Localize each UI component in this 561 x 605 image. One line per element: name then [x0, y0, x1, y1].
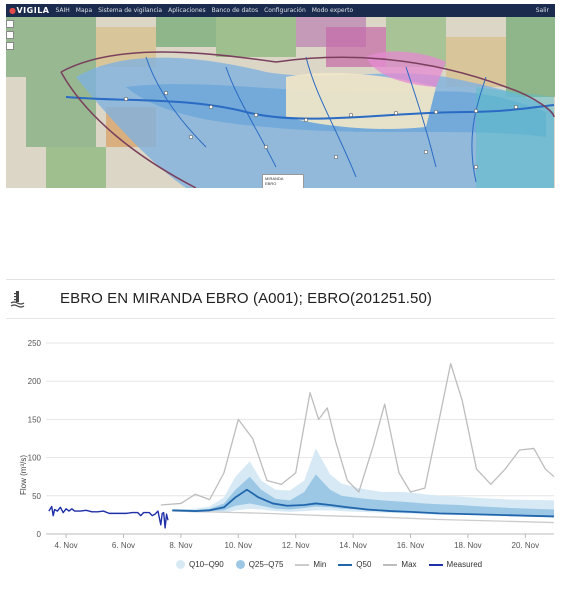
- legend-item-measured[interactable]: Measured: [428, 560, 482, 569]
- legend-item-q50[interactable]: Q50: [338, 560, 371, 569]
- legend-item-q10-q90[interactable]: Q10–Q90: [176, 560, 224, 569]
- gauge-station-icon: [10, 291, 25, 308]
- popup-line-1: MIRANDA: [265, 176, 284, 181]
- series-line-measured: [48, 505, 169, 529]
- x-tick-label-8: 8. Nov: [169, 541, 192, 550]
- chart-axes: 0 50 100 150 200 250 4. Nov 6. Nov 8. Nov 10. Nov…: [28, 339, 554, 550]
- series-line-max: [160, 362, 555, 506]
- map-application-screenshot: ●VIGILA SAIH Mapa Sistema de vigilancia …: [6, 4, 555, 188]
- nav-item-saih[interactable]: SAIH: [55, 7, 70, 14]
- legend-item-q25-q75[interactable]: Q25–Q75: [235, 560, 283, 569]
- app-top-bar: ●VIGILA SAIH Mapa Sistema de vigilancia …: [6, 4, 555, 17]
- x-tick-label-14: 14. Nov: [339, 541, 367, 550]
- x-tick-label-4: 4. Nov: [55, 541, 78, 550]
- popup-line-2: EBRO: [265, 181, 277, 186]
- nav-item-banco-datos[interactable]: Banco de datos: [211, 7, 259, 14]
- x-tick-label-20: 20. Nov: [512, 541, 540, 550]
- zoom-out-icon[interactable]: [6, 31, 14, 39]
- series-line-min: [172, 510, 555, 524]
- chart-lines: [48, 362, 555, 529]
- x-tick-label-18: 18. Nov: [454, 541, 482, 550]
- x-tick-label-16: 16. Nov: [397, 541, 425, 550]
- logout-link[interactable]: Salir: [535, 7, 549, 14]
- y-tick-label-100: 100: [28, 454, 42, 463]
- band-q25-q75: [172, 474, 555, 516]
- x-tick-label-6: 6. Nov: [112, 541, 135, 550]
- nav-item-vigilancia[interactable]: Sistema de vigilancia: [98, 7, 163, 14]
- zoom-in-icon[interactable]: [6, 20, 14, 28]
- app-logo[interactable]: ●VIGILA: [9, 6, 50, 15]
- y-tick-label-250: 250: [28, 339, 42, 348]
- x-tick-label-12: 12. Nov: [282, 541, 310, 550]
- nav-item-aplicaciones[interactable]: Aplicaciones: [168, 7, 206, 14]
- hydrograph-chart[interactable]: 0 50 100 150 200 250 4. Nov 6. Nov 8. Nov 10. Nov…: [6, 280, 555, 598]
- y-tick-label-50: 50: [32, 492, 41, 501]
- y-tick-label-200: 200: [28, 377, 42, 386]
- card-header: EBRO EN MIRANDA EBRO (A001); EBRO(201251…: [6, 280, 555, 319]
- series-line-q50: [172, 488, 555, 518]
- legend-item-max[interactable]: Max: [383, 560, 417, 569]
- layers-icon[interactable]: [6, 42, 14, 50]
- hydrograph-card: EBRO EN MIRANDA EBRO (A001); EBRO(201251…: [6, 279, 555, 598]
- y-axis-label: Flow (m³/s): [19, 455, 28, 495]
- station-title: EBRO EN MIRANDA EBRO (A001); EBRO(201251…: [60, 290, 433, 307]
- legend-item-min[interactable]: Min: [295, 560, 326, 569]
- chart-legend: Q10–Q90 Q25–Q75 Min Q50 Max Measured: [176, 560, 482, 569]
- nav-item-configuracion[interactable]: Configuración: [264, 7, 306, 14]
- nav-item-mapa[interactable]: Mapa: [75, 7, 93, 14]
- nav-item-modo-experto[interactable]: Modo experto: [311, 7, 354, 14]
- y-tick-label-150: 150: [28, 415, 42, 424]
- x-tick-label-10: 10. Nov: [225, 541, 253, 550]
- chart-bands: [172, 448, 555, 518]
- basin-map[interactable]: [6, 17, 555, 188]
- map-zoom-tools[interactable]: [6, 20, 14, 50]
- y-tick-label-0: 0: [37, 530, 42, 539]
- station-map-popup[interactable]: MIRANDA EBRO: [262, 174, 304, 188]
